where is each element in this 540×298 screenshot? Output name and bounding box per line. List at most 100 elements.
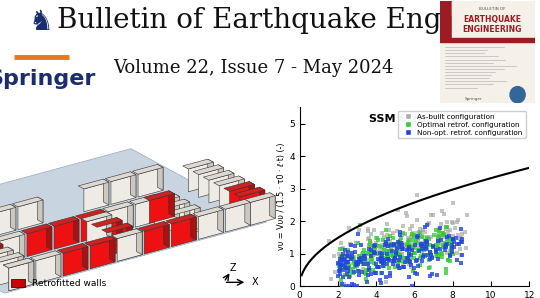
Point bbox=[394, 247, 403, 252]
Point bbox=[439, 231, 448, 235]
Point bbox=[433, 238, 442, 243]
Point bbox=[394, 245, 402, 249]
Point bbox=[390, 256, 399, 261]
Point bbox=[435, 234, 443, 239]
Point bbox=[336, 272, 345, 277]
Point bbox=[387, 242, 395, 247]
Point bbox=[354, 232, 362, 237]
Point bbox=[370, 244, 379, 249]
Point bbox=[436, 222, 445, 226]
Point bbox=[362, 268, 371, 273]
Point bbox=[363, 229, 372, 233]
Point bbox=[383, 254, 392, 259]
Point bbox=[344, 254, 353, 259]
Point bbox=[446, 259, 455, 264]
Circle shape bbox=[510, 87, 525, 103]
Point bbox=[402, 214, 411, 219]
Point bbox=[446, 249, 455, 253]
Point bbox=[394, 264, 402, 269]
Point bbox=[430, 233, 438, 238]
Point bbox=[389, 230, 397, 235]
Point bbox=[354, 240, 362, 245]
Point bbox=[406, 244, 414, 249]
Point bbox=[346, 254, 355, 259]
Point bbox=[404, 243, 413, 248]
Point bbox=[433, 273, 442, 278]
Point bbox=[388, 262, 397, 266]
Point bbox=[418, 246, 427, 251]
Point bbox=[416, 231, 424, 236]
Point bbox=[443, 241, 452, 246]
Point bbox=[336, 263, 345, 268]
Point bbox=[397, 241, 406, 246]
Point bbox=[433, 235, 442, 240]
Point bbox=[374, 265, 383, 270]
Point bbox=[406, 227, 415, 232]
Point bbox=[384, 236, 393, 241]
Point bbox=[398, 243, 407, 247]
Point bbox=[390, 255, 399, 260]
Point bbox=[334, 261, 342, 266]
Point bbox=[372, 235, 380, 240]
Polygon shape bbox=[175, 208, 200, 237]
Point bbox=[380, 260, 388, 265]
Point bbox=[437, 252, 446, 256]
Point bbox=[354, 269, 363, 274]
Point bbox=[415, 226, 424, 231]
Point bbox=[352, 260, 360, 265]
Point bbox=[370, 242, 379, 247]
Polygon shape bbox=[0, 250, 14, 280]
Point bbox=[422, 239, 430, 243]
Point bbox=[345, 264, 354, 269]
Polygon shape bbox=[0, 149, 266, 293]
Point bbox=[342, 260, 350, 264]
Point bbox=[442, 242, 450, 247]
Polygon shape bbox=[18, 200, 43, 230]
Point bbox=[365, 266, 374, 270]
Point bbox=[399, 230, 407, 235]
Point bbox=[348, 253, 356, 257]
Point bbox=[450, 225, 459, 230]
Point bbox=[410, 271, 419, 275]
Point bbox=[376, 255, 385, 260]
Point bbox=[408, 238, 417, 242]
Point bbox=[395, 254, 404, 259]
Polygon shape bbox=[154, 196, 179, 226]
Polygon shape bbox=[220, 199, 251, 209]
Point bbox=[444, 230, 453, 235]
Point bbox=[370, 246, 379, 251]
Point bbox=[448, 238, 456, 243]
Point bbox=[432, 254, 441, 259]
Point bbox=[414, 230, 423, 235]
Polygon shape bbox=[22, 224, 52, 234]
Point bbox=[358, 255, 367, 260]
Point bbox=[377, 257, 386, 262]
Text: Springer: Springer bbox=[464, 97, 482, 101]
Point bbox=[418, 247, 427, 252]
Point bbox=[424, 237, 433, 242]
Polygon shape bbox=[208, 159, 213, 185]
Point bbox=[400, 232, 409, 237]
Polygon shape bbox=[249, 181, 254, 207]
Point bbox=[378, 260, 387, 264]
Point bbox=[448, 250, 456, 255]
Polygon shape bbox=[132, 164, 163, 174]
Point bbox=[450, 240, 458, 244]
Point bbox=[457, 227, 465, 232]
Point bbox=[335, 264, 344, 268]
Point bbox=[426, 274, 434, 279]
Point bbox=[339, 261, 348, 266]
Polygon shape bbox=[198, 210, 224, 239]
Polygon shape bbox=[18, 253, 24, 278]
Point bbox=[456, 236, 465, 241]
Point bbox=[384, 259, 393, 263]
Point bbox=[352, 264, 361, 268]
Point bbox=[345, 256, 353, 261]
Polygon shape bbox=[191, 214, 197, 240]
Point bbox=[398, 241, 407, 246]
Point bbox=[382, 275, 391, 280]
Point bbox=[380, 264, 389, 269]
Point bbox=[438, 255, 447, 260]
Polygon shape bbox=[245, 199, 251, 225]
Point bbox=[345, 264, 354, 269]
